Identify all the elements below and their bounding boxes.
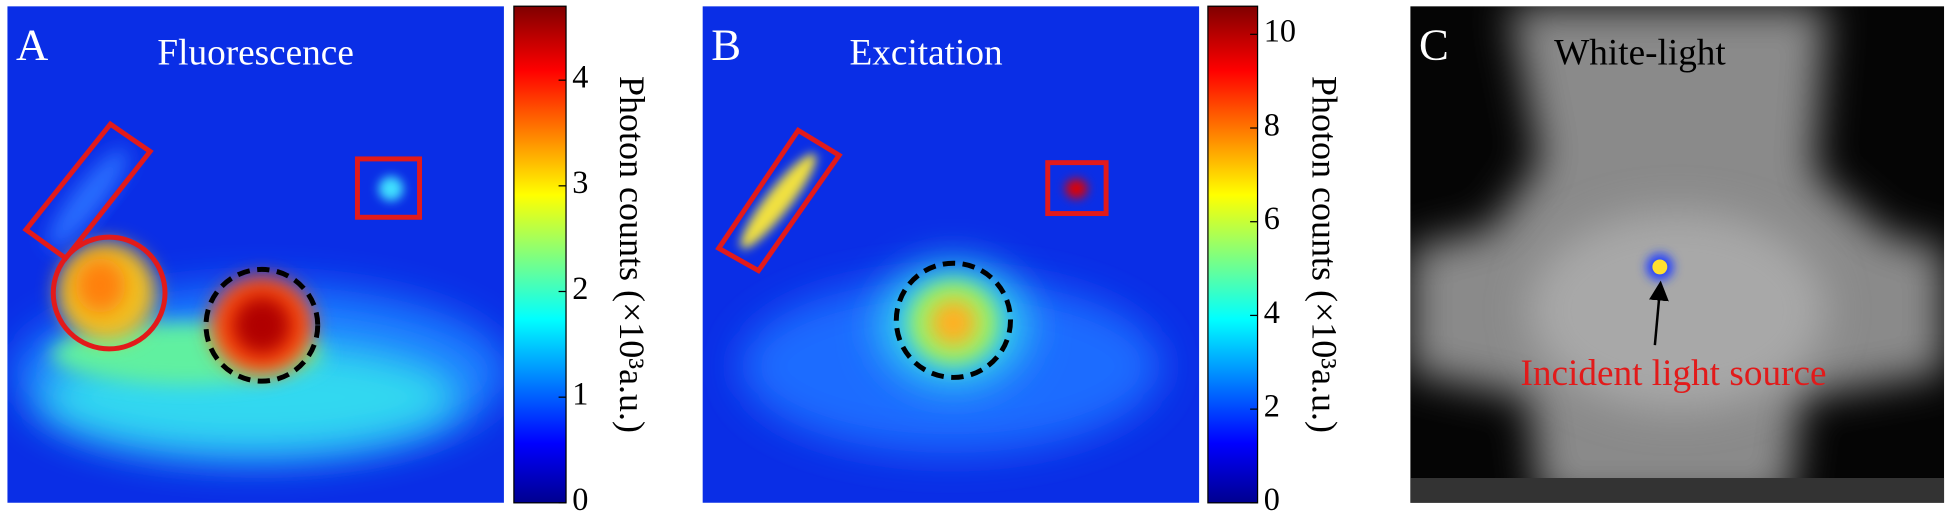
tick-label: 4: [1264, 294, 1280, 330]
roi-box: [1045, 160, 1109, 217]
panel-title: Excitation: [850, 33, 1003, 74]
roi-box: [354, 156, 423, 220]
annotation: Incident light source: [1520, 353, 1826, 394]
tick-label: 8: [1264, 106, 1280, 142]
colorbar-label: Photon counts (×10³a.u.): [612, 76, 652, 433]
tick-label: 1: [572, 376, 588, 412]
roi-box: [715, 127, 843, 274]
heatmap-b: [702, 6, 1200, 503]
colorbar-label: Photon counts (×10³a.u.): [1305, 76, 1345, 433]
colorbar: [513, 5, 567, 504]
tick-label: 2: [1264, 388, 1280, 424]
panel-label: A: [16, 20, 48, 70]
panel-label: B: [711, 20, 741, 70]
tick-label: 4: [572, 59, 588, 95]
heatmap-a: [7, 6, 504, 503]
panel-label: C: [1419, 20, 1449, 70]
tick-label: 0: [572, 481, 588, 514]
roi-circle: [50, 234, 168, 352]
tick-label: 0: [1264, 481, 1280, 514]
photo: [1410, 6, 1945, 503]
roi-box: [22, 120, 154, 262]
roi-circle: [203, 266, 321, 384]
roi-circle: [893, 260, 1013, 380]
tick-label: 6: [1264, 200, 1280, 236]
panel-title: White-light: [1554, 33, 1726, 74]
colorbar: [1207, 5, 1259, 504]
tick-label: 2: [572, 270, 588, 306]
tick-label: 3: [572, 164, 588, 200]
tick-label: 10: [1264, 13, 1296, 49]
panel-title: Fluorescence: [157, 33, 353, 74]
